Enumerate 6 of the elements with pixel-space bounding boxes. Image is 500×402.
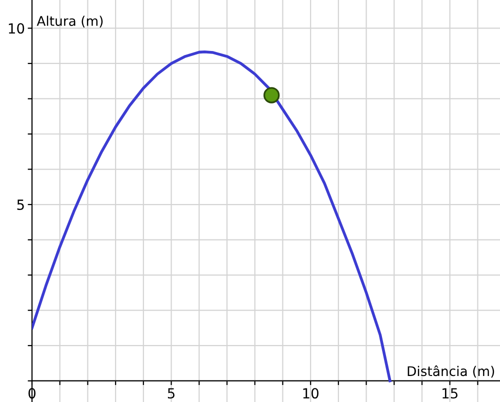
x-tick-label: 15 — [442, 388, 458, 399]
line-series — [32, 50, 392, 382]
y-axis-title: Altura (m) — [36, 16, 103, 28]
x-tick-label: 5 — [168, 388, 174, 399]
x-axis-title: Distância (m) — [408, 365, 494, 378]
x-tick-label: 10 — [303, 388, 318, 399]
